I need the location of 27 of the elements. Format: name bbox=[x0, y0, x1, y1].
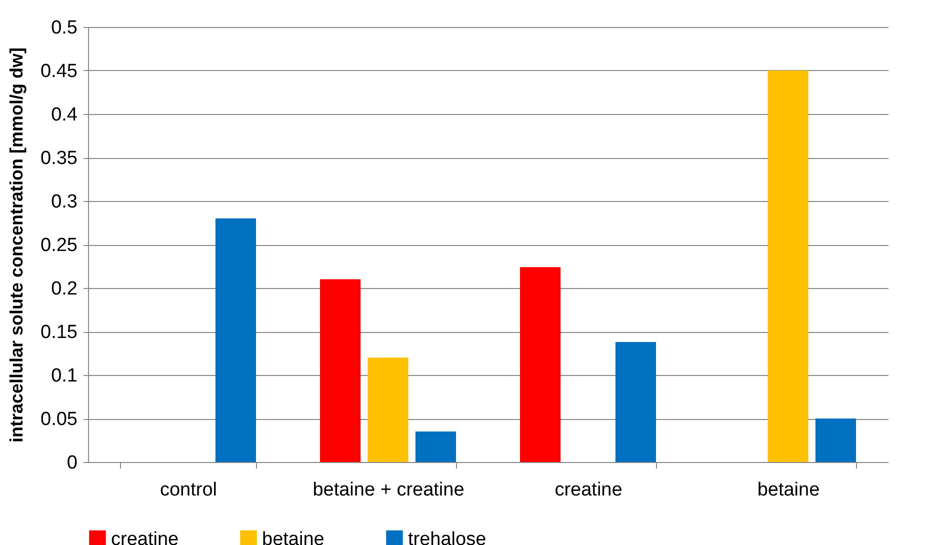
y-tick-label: 0.35 bbox=[40, 148, 78, 169]
x-tick-label: creatine bbox=[554, 480, 622, 500]
y-tick-label: 0.5 bbox=[51, 18, 78, 38]
legend-label: betaine bbox=[262, 528, 324, 545]
y-tick-label: 0.1 bbox=[51, 366, 78, 386]
y-axis-title: intracellular solute concentration [mmol/g dw] bbox=[6, 47, 27, 443]
bar bbox=[615, 342, 656, 462]
legend-label: trehalose bbox=[408, 528, 486, 545]
y-tick-label: 0.15 bbox=[40, 322, 78, 343]
y-tick-label: 0.4 bbox=[51, 104, 78, 126]
bar bbox=[368, 358, 408, 462]
y-tick-label: 0.25 bbox=[40, 235, 78, 256]
legend-label: creatine bbox=[111, 528, 179, 545]
bar bbox=[768, 70, 808, 462]
bar bbox=[320, 279, 361, 462]
y-tick-label: 0 bbox=[66, 452, 78, 474]
bar bbox=[415, 432, 456, 462]
bar bbox=[215, 218, 256, 462]
y-tick-label: 0.2 bbox=[51, 278, 78, 300]
y-tick-label: 0.3 bbox=[51, 192, 78, 212]
x-tick-label: betaine bbox=[757, 480, 820, 500]
y-tick-label: 0.05 bbox=[40, 409, 78, 430]
bar bbox=[520, 267, 561, 462]
x-tick-label: betaine + creatine bbox=[312, 480, 464, 500]
y-tick-label: 0.45 bbox=[40, 61, 78, 82]
bar bbox=[815, 418, 856, 462]
x-tick-label: control bbox=[160, 480, 218, 500]
